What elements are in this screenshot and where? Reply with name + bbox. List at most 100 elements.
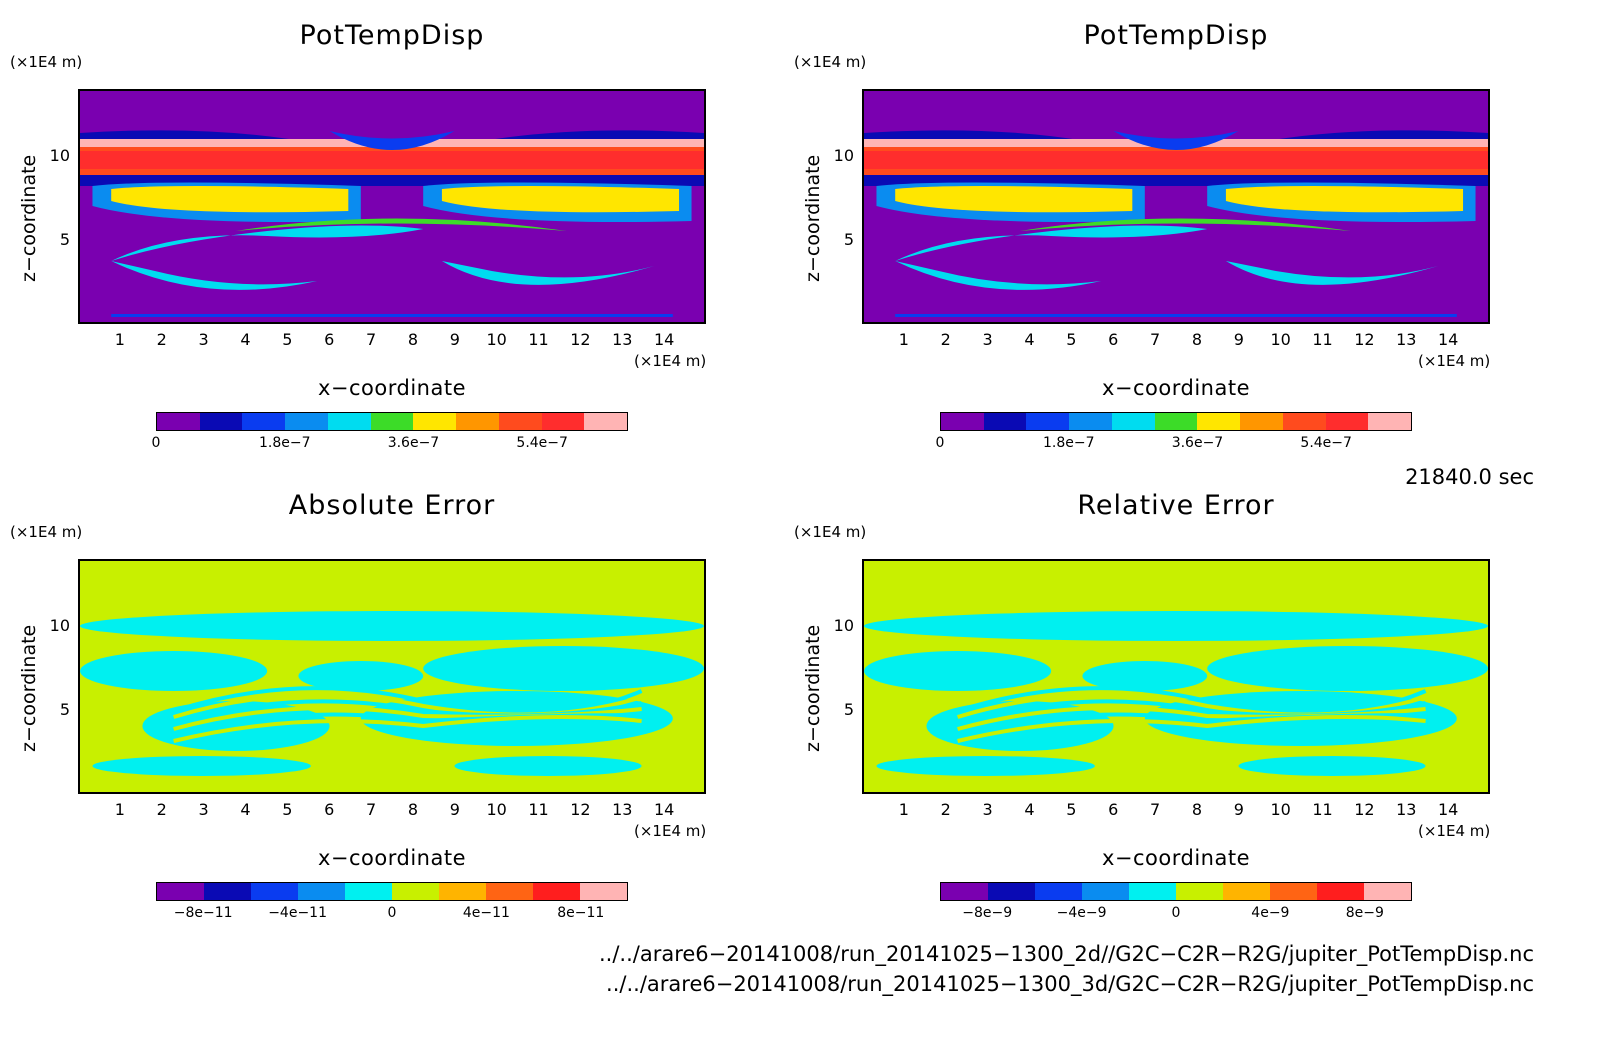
x-tick-label: 6 xyxy=(324,330,335,349)
colorbar-tick-label: 1.8e−7 xyxy=(258,435,311,451)
x-tick-label: 7 xyxy=(365,330,377,349)
contour-region xyxy=(864,651,1052,691)
x-tick-label: 1 xyxy=(114,330,125,349)
y-axis-label: z−coordinate xyxy=(18,624,40,752)
colorbar-segment xyxy=(1082,883,1129,900)
contour-region xyxy=(1113,131,1239,150)
x-tick-label: 9 xyxy=(1233,800,1244,819)
colorbar-segment xyxy=(941,413,984,430)
colorbar-tick-label: 0 xyxy=(151,435,161,451)
colorbar-segment xyxy=(157,413,200,430)
contour-region xyxy=(111,186,349,213)
x-tick-label: 11 xyxy=(1312,800,1333,819)
contour-region xyxy=(236,218,567,231)
x-tick-label: 6 xyxy=(324,800,335,819)
x-tick-label: 1 xyxy=(898,330,909,349)
x-tick-label: 10 xyxy=(486,800,507,819)
contour-region xyxy=(441,186,680,213)
y-unit-label: (×1E4 m) xyxy=(794,523,867,541)
colorbar-segment xyxy=(1197,413,1241,430)
colorbar xyxy=(940,412,1412,431)
x-tick-label: 3 xyxy=(198,330,209,349)
contour-region xyxy=(298,661,424,691)
x-tick-label: 8 xyxy=(407,800,419,819)
colorbar-segment xyxy=(456,413,499,430)
x-tick-label: 4 xyxy=(1024,330,1035,349)
contour-region xyxy=(80,611,704,641)
x-tick-label: 5 xyxy=(1066,330,1077,349)
contour-region xyxy=(441,261,655,285)
x-tick-label: 9 xyxy=(449,800,460,819)
contour-region xyxy=(895,225,1208,261)
colorbar-segment xyxy=(533,883,580,900)
colorbar-tick-label: 4e−9 xyxy=(1251,905,1290,921)
colorbar xyxy=(940,882,1412,901)
x-tick-label: 3 xyxy=(198,800,209,819)
colorbar-segment xyxy=(327,413,371,430)
colorbar-segment xyxy=(251,883,298,900)
colorbar-segment xyxy=(1368,413,1412,430)
x-tick-label: 8 xyxy=(1191,330,1203,349)
x-unit-label: (×1E4 m) xyxy=(634,822,707,840)
colorbar-tick-label: −4e−11 xyxy=(268,905,327,921)
contour-plot xyxy=(862,89,1490,324)
x-tick-label: 6 xyxy=(1108,330,1119,349)
x-unit-label: (×1E4 m) xyxy=(634,352,707,370)
panel-title: Absolute Error xyxy=(288,490,496,521)
x-tick-label: 14 xyxy=(1437,800,1459,819)
colorbar-segment xyxy=(498,413,542,430)
contour-region xyxy=(80,651,268,691)
panel-4: Relative Error (×1E4 m) z−coordinate 1 2 3 4 5 6… xyxy=(784,470,1564,940)
y-tick-label: 5 xyxy=(59,700,70,720)
colorbar-tick-label: −8e−11 xyxy=(173,905,233,921)
x-tick-label: 1 xyxy=(898,800,909,819)
colorbar-segment xyxy=(1069,413,1112,430)
colorbar-segment xyxy=(1325,413,1369,430)
colorbar-segment xyxy=(1035,883,1082,900)
footer-path-2d: ../../arare6−20141008/run_20141025−1300_… xyxy=(598,942,1534,966)
x-tick-label: 2 xyxy=(940,330,951,349)
panel-title: Relative Error xyxy=(1077,490,1275,521)
colorbar-tick-label: 0 xyxy=(1171,905,1181,921)
colorbar-segment xyxy=(370,413,414,430)
contour-region xyxy=(80,151,704,169)
colorbar-tick-label: 5.4e−7 xyxy=(516,435,568,451)
contour-region xyxy=(423,646,704,691)
colorbar-segment xyxy=(1240,413,1283,430)
y-axis-label: z−coordinate xyxy=(18,154,40,282)
x-tick-label: 10 xyxy=(1270,800,1291,819)
colorbar-segment xyxy=(1223,883,1270,900)
y-tick-label: 5 xyxy=(59,230,70,250)
contour-region xyxy=(1020,218,1351,231)
y-unit-label: (×1E4 m) xyxy=(10,53,83,71)
contour-region xyxy=(111,261,318,290)
contour-region xyxy=(1225,261,1439,285)
x-tick-label: 12 xyxy=(1354,330,1375,349)
contour-field xyxy=(864,561,1488,792)
panel-title: PotTempDisp xyxy=(299,20,485,51)
x-tick-label: 4 xyxy=(240,800,251,819)
x-tick-label: 11 xyxy=(528,800,549,819)
x-tick-label: 9 xyxy=(449,330,460,349)
x-tick-label: 11 xyxy=(1312,330,1333,349)
x-axis-label: x−coordinate xyxy=(1101,846,1251,870)
colorbar-segment xyxy=(580,883,627,900)
x-tick-label: 7 xyxy=(1149,330,1161,349)
colorbar-tick-label: 0 xyxy=(935,435,945,451)
x-tick-label: 13 xyxy=(612,800,633,819)
contour-region xyxy=(1082,661,1208,691)
contour-region xyxy=(895,186,1133,213)
colorbar-segment xyxy=(298,883,345,900)
x-tick-label: 14 xyxy=(653,330,675,349)
contour-field xyxy=(80,91,704,322)
colorbar-tick-label: −8e−9 xyxy=(962,905,1013,921)
contour-field xyxy=(80,561,704,792)
x-tick-label: 10 xyxy=(1270,330,1291,349)
contour-region xyxy=(895,314,1457,317)
colorbar-tick-label: 3.6e−7 xyxy=(1171,435,1224,451)
contour-line xyxy=(957,715,1426,743)
colorbar-segment xyxy=(1111,413,1155,430)
x-tick-label: 7 xyxy=(365,800,377,819)
x-tick-label: 2 xyxy=(156,330,167,349)
contour-region xyxy=(329,131,455,150)
